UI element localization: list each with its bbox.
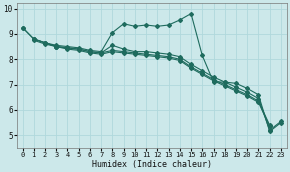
X-axis label: Humidex (Indice chaleur): Humidex (Indice chaleur) [92, 159, 212, 169]
